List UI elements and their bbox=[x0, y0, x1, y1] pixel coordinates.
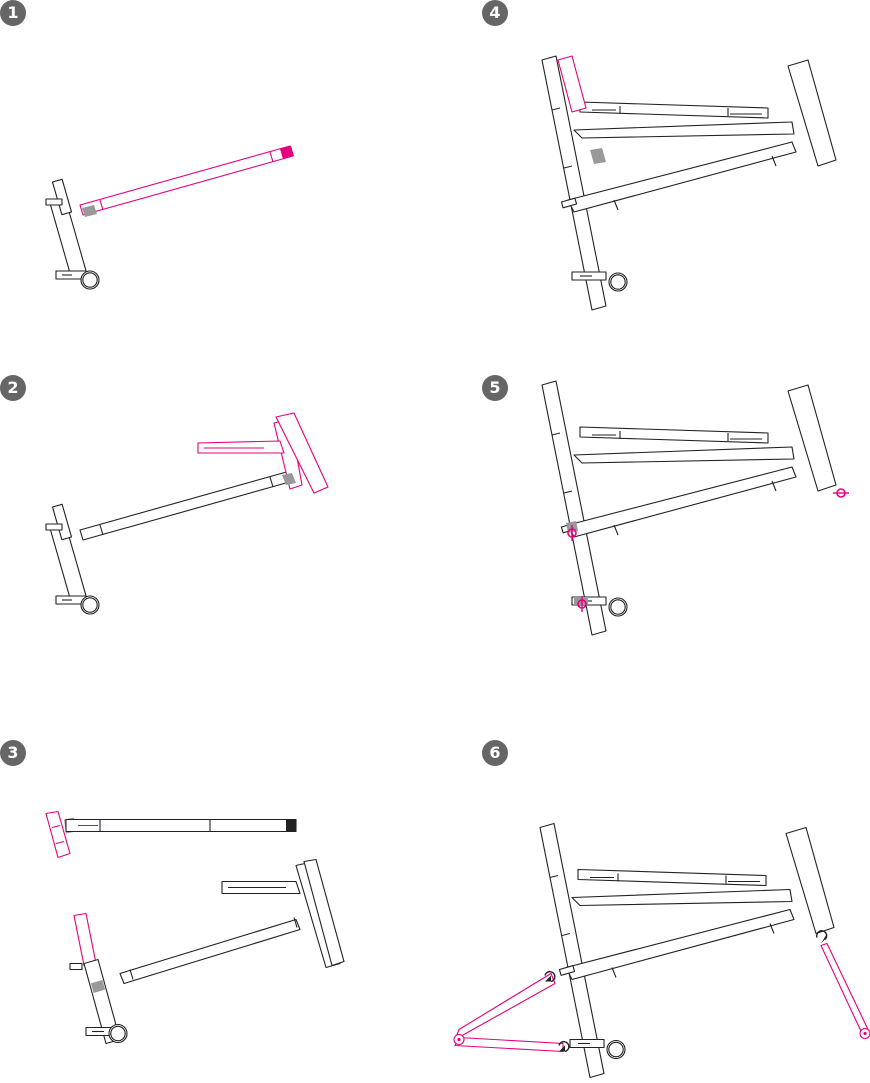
step-number-badge: 4 bbox=[482, 0, 508, 26]
highlighted-post-extension bbox=[557, 55, 587, 113]
seat-mast bbox=[45, 503, 100, 615]
step-6-illustration bbox=[453, 740, 870, 1083]
rotate-arrow-icon bbox=[544, 970, 556, 983]
step-number-badge: 2 bbox=[0, 375, 26, 401]
step-number-badge: 1 bbox=[0, 0, 26, 26]
hinge-icon bbox=[567, 525, 577, 541]
step-3-illustration bbox=[45, 810, 345, 1045]
assembly-step-2: 2 bbox=[0, 375, 435, 718]
assembled-frame bbox=[542, 381, 836, 635]
right-bracket-assembly bbox=[221, 858, 345, 969]
highlighted-tube bbox=[79, 145, 294, 216]
assembly-step-1: 1 bbox=[0, 0, 435, 343]
assembled-frame bbox=[542, 56, 836, 310]
highlighted-lever-arm bbox=[453, 942, 870, 1053]
assembly-step-6: 6 bbox=[435, 740, 870, 1083]
assembly-step-4: 4 bbox=[482, 0, 870, 343]
seat-mast bbox=[45, 178, 100, 290]
step-number-badge: 3 bbox=[0, 740, 26, 766]
hinge-icon bbox=[577, 596, 587, 612]
step-5-illustration bbox=[482, 375, 849, 718]
hinge-icon bbox=[833, 488, 849, 498]
assembly-step-5: 5 bbox=[482, 375, 870, 718]
rotate-arrow-icon bbox=[815, 930, 828, 944]
step-number-badge: 5 bbox=[482, 375, 508, 401]
upper-boom-assembly bbox=[45, 810, 297, 859]
highlighted-bracket bbox=[197, 412, 329, 494]
step-4-illustration bbox=[482, 55, 870, 343]
assembled-frame bbox=[540, 824, 834, 1078]
step-number-badge: 6 bbox=[482, 740, 508, 766]
frame-base bbox=[69, 912, 301, 1045]
step-2-illustration bbox=[45, 412, 329, 615]
step-1-illustration bbox=[45, 145, 294, 290]
assembly-step-3: 3 bbox=[0, 740, 435, 1083]
